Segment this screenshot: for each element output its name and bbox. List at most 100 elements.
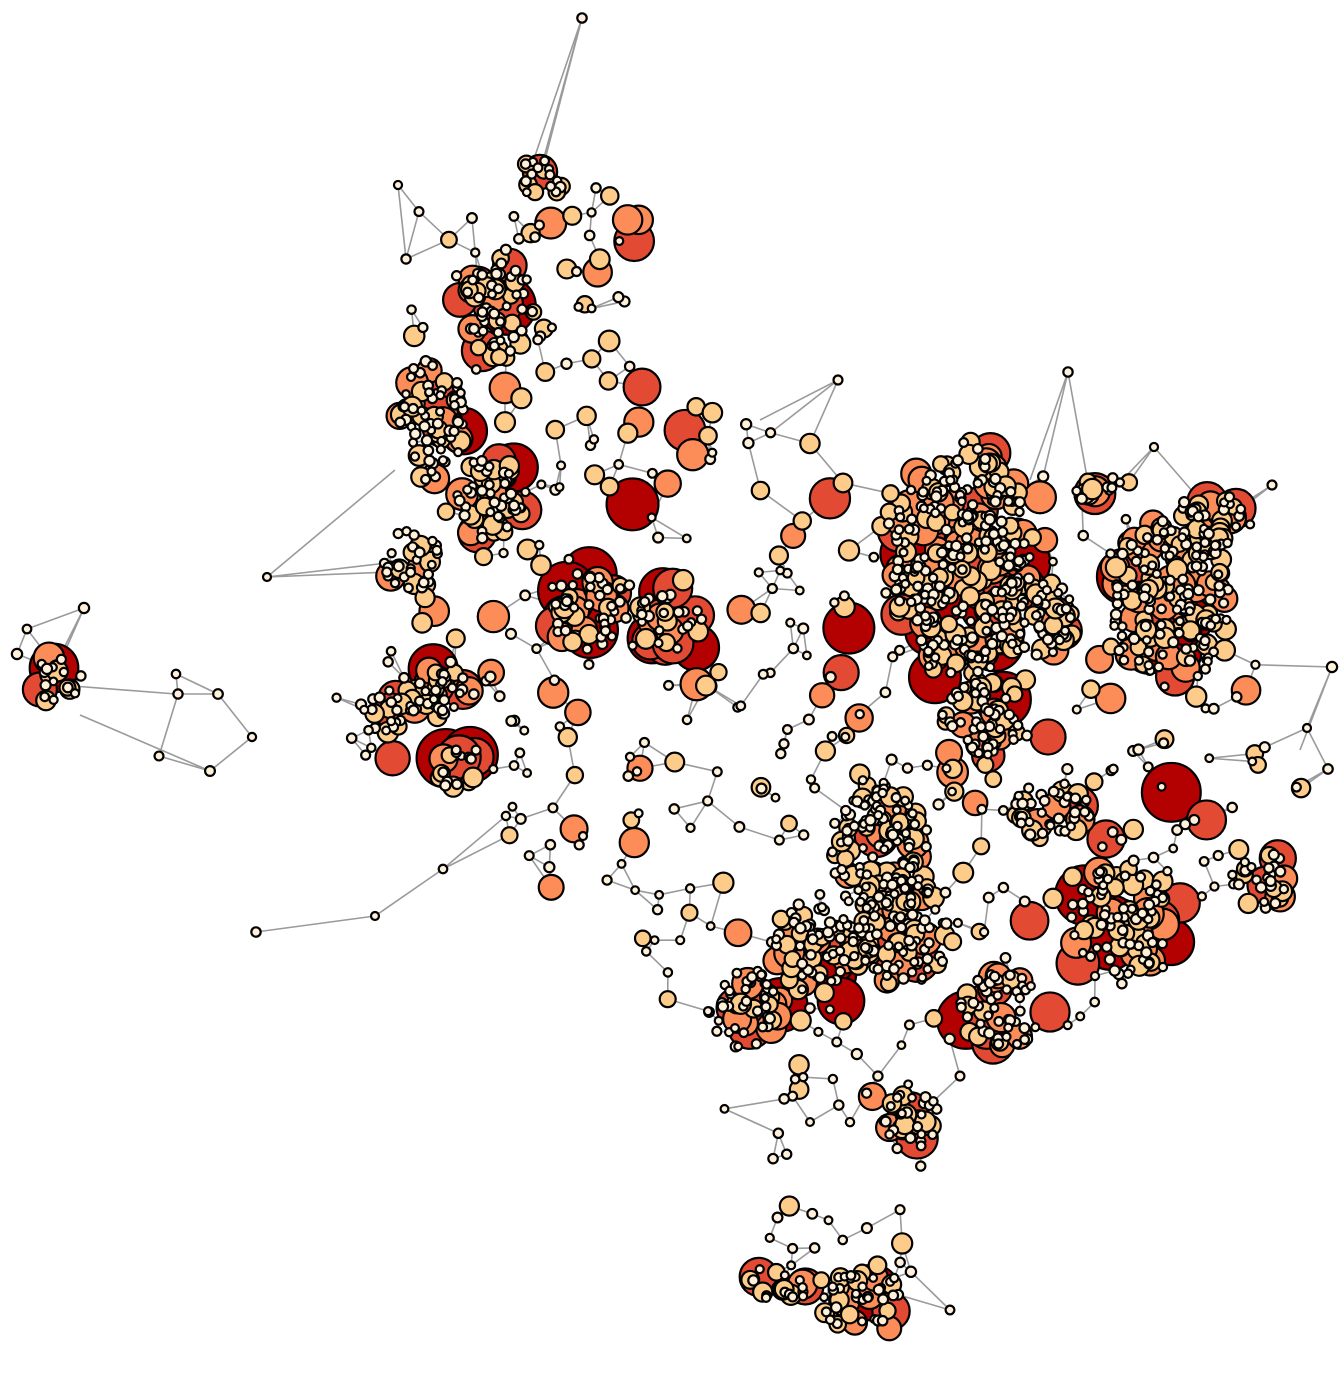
- graph-node: [535, 362, 556, 382]
- graph-node: [636, 608, 648, 621]
- graph-node: [827, 948, 839, 960]
- graph-node: [516, 538, 539, 561]
- graph-node: [985, 661, 996, 673]
- graph-node: [1062, 866, 1083, 888]
- graph-node: [924, 1009, 944, 1028]
- graph-node: [1011, 1038, 1023, 1050]
- graph-node: [1091, 942, 1102, 953]
- graph-edge: [442, 815, 507, 870]
- graph-node: [453, 494, 466, 507]
- graph-edge: [910, 1271, 951, 1311]
- graph-node: [906, 908, 919, 921]
- graph-edge: [1264, 727, 1308, 748]
- graph-node: [977, 730, 990, 743]
- graph-node: [1023, 782, 1035, 794]
- graph-node: [918, 914, 931, 927]
- graph-node: [1005, 551, 1016, 562]
- graph-node: [1098, 909, 1111, 921]
- graph-node: [812, 1271, 831, 1290]
- graph-node: [796, 957, 809, 970]
- graph-node: [1227, 869, 1238, 880]
- graph-node: [843, 896, 854, 907]
- graph-node: [381, 566, 393, 578]
- graph-node: [981, 625, 992, 636]
- graph-node: [905, 484, 917, 496]
- graph-node: [1003, 496, 1014, 507]
- graph-node: [1060, 603, 1072, 615]
- graph-node: [892, 1092, 903, 1103]
- graph-node: [983, 513, 996, 526]
- graph-node: [891, 563, 904, 576]
- graph-node: [883, 940, 894, 951]
- graph-node: [881, 970, 893, 982]
- graph-node: [1153, 661, 1165, 673]
- graph-node: [1267, 848, 1280, 861]
- graph-node: [501, 301, 512, 312]
- graph-node: [958, 437, 970, 448]
- graph-node: [389, 577, 401, 589]
- graph-node: [1112, 911, 1123, 923]
- graph-node: [1122, 818, 1145, 841]
- graph-node: [562, 205, 583, 226]
- graph-node: [813, 971, 827, 984]
- graph-node: [816, 902, 828, 913]
- graph-node: [1104, 555, 1128, 579]
- graph-node: [560, 595, 573, 608]
- graph-node: [597, 329, 621, 353]
- graph-node: [794, 940, 806, 952]
- graph-node: [927, 1129, 938, 1141]
- graph-node: [1076, 897, 1089, 910]
- graph-node: [946, 563, 957, 574]
- graph-node: [823, 916, 837, 929]
- graph-edge: [618, 463, 653, 475]
- graph-node: [1143, 660, 1154, 671]
- graph-node: [1158, 527, 1169, 538]
- graph-node: [967, 996, 980, 1009]
- graph-node: [446, 682, 458, 694]
- graph-node: [420, 686, 431, 697]
- graph-node: [1239, 856, 1251, 868]
- graph-node: [582, 349, 602, 369]
- graph-node: [1031, 594, 1044, 607]
- graph-node: [919, 610, 931, 622]
- graph-node: [779, 1270, 790, 1281]
- graph-node: [840, 804, 852, 817]
- graph-node: [1023, 828, 1037, 841]
- graph-node: [567, 579, 579, 591]
- graph-node: [900, 795, 911, 806]
- graph-node: [1014, 1005, 1026, 1017]
- graph-node: [671, 568, 695, 592]
- graph-node: [845, 1270, 857, 1281]
- graph-node: [1101, 941, 1113, 953]
- graph-node: [1069, 792, 1082, 805]
- graph-node: [467, 274, 479, 286]
- graph-node: [672, 643, 683, 654]
- graph-node: [1015, 600, 1028, 612]
- graph-node: [754, 1264, 765, 1275]
- graph-node: [962, 734, 974, 746]
- graph-node: [384, 685, 395, 696]
- graph-node: [428, 694, 439, 705]
- graph-node: [1015, 817, 1027, 829]
- graph-edge: [397, 184, 420, 213]
- graph-node: [884, 919, 897, 933]
- graph-node: [576, 405, 597, 427]
- graph-node: [1022, 572, 1035, 585]
- graph-node: [905, 596, 917, 608]
- graph-node: [834, 1012, 853, 1031]
- graph-node: [975, 1018, 986, 1029]
- graph-node: [988, 970, 1001, 983]
- graph-node: [867, 1255, 888, 1276]
- graph-node: [611, 204, 644, 236]
- graph-node: [672, 606, 685, 619]
- graph-node: [1213, 580, 1225, 592]
- graph-node: [1221, 614, 1232, 626]
- graph-node: [826, 975, 837, 987]
- graph-node: [709, 662, 728, 682]
- graph-node: [537, 873, 565, 901]
- graph-node: [510, 387, 533, 410]
- graph-node: [1190, 560, 1203, 573]
- graph-node: [1117, 902, 1130, 915]
- graph-node: [1029, 718, 1067, 756]
- graph-node: [468, 322, 480, 335]
